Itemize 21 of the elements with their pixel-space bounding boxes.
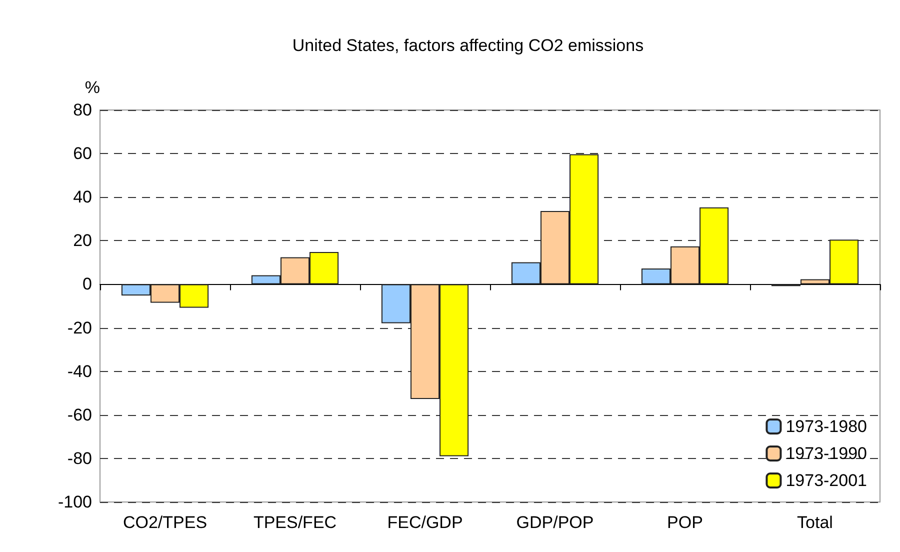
y-tick-label: -80 (67, 448, 92, 468)
x-tick-label: Total (797, 513, 833, 532)
y-tick-label: -100 (58, 492, 92, 512)
x-tick-label: FEC/GDP (387, 513, 463, 532)
y-tick-label: 40 (73, 188, 92, 207)
y-tick-label: -40 (67, 362, 92, 381)
x-tick-label: GDP/POP (516, 513, 594, 532)
y-tick-label: 20 (73, 231, 92, 250)
x-tick-label: CO2/TPES (122, 513, 208, 532)
x-tick-label: TPES/FEC (253, 513, 337, 532)
y-tick-label: -20 (67, 318, 92, 338)
legend-label: 1973-1990 (786, 444, 868, 463)
legend-label: 1973-2001 (786, 471, 868, 490)
y-tick-label: 0 (82, 274, 92, 294)
x-tick-label: POP (667, 513, 703, 532)
chart-title: United States, factors affecting CO2 emissions (292, 36, 644, 55)
y-axis-title: % (84, 78, 100, 97)
y-tick-label: 60 (73, 144, 92, 164)
legend-label: 1973-1980 (786, 417, 868, 436)
y-tick-label: -60 (67, 405, 92, 424)
y-tick-label: 80 (73, 100, 92, 120)
